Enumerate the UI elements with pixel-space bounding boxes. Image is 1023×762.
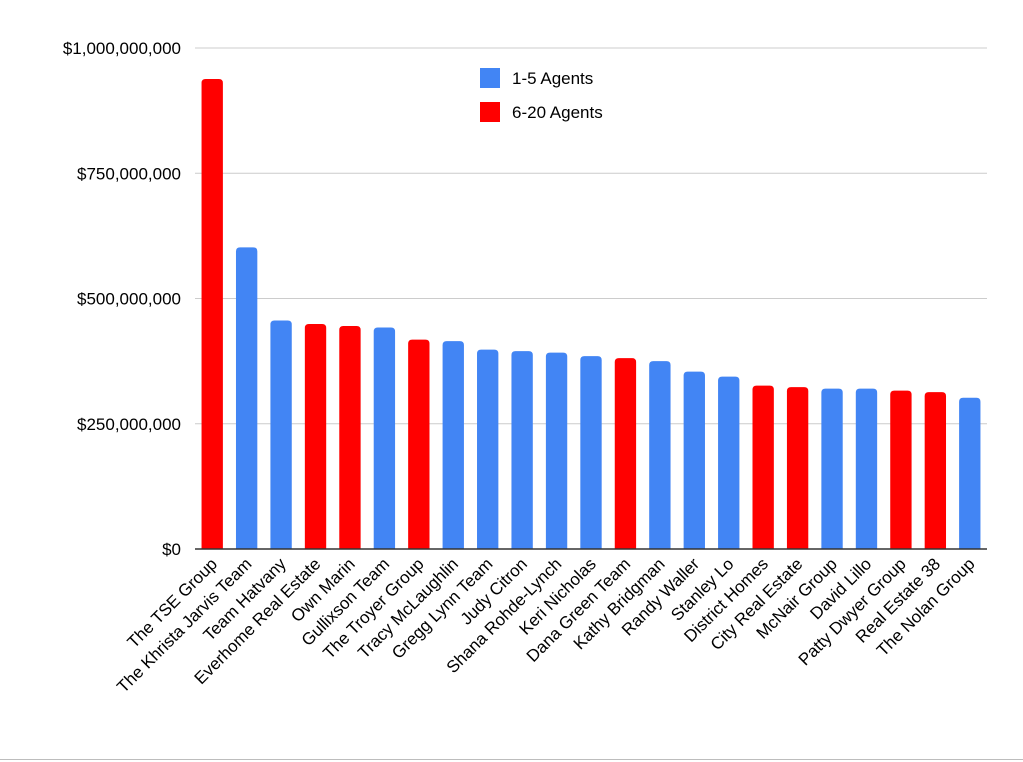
- bar-patty-dwyer-group: [890, 390, 912, 549]
- bar-tracy-mclaughlin: [442, 341, 464, 549]
- bar-the-khrista-jarvis-team: [235, 247, 258, 549]
- legend-label-small: 1-5 Agents: [512, 69, 593, 88]
- legend-swatch-small: [480, 68, 500, 88]
- y-tick-label: $1,000,000,000: [63, 39, 181, 58]
- y-axis-tick-labels: $0 $250,000,000 $500,000,000 $750,000,000 $1…: [63, 39, 181, 559]
- bar-the-nolan-group: [959, 397, 981, 549]
- y-tick-label: $500,000,000: [77, 290, 181, 309]
- bar-stanley-lo: [718, 376, 740, 549]
- bottom-border: [0, 759, 1023, 760]
- y-tick-label: $0: [162, 540, 181, 559]
- bar-kathy-bridgman: [649, 361, 671, 549]
- bar-keri-nicholas: [580, 356, 602, 549]
- bar-the-tse-group: [201, 79, 223, 549]
- bar-judy-citron: [511, 351, 533, 549]
- bars: [201, 79, 981, 549]
- bar-david-lillo: [855, 388, 878, 549]
- bar-mcnair-group: [821, 388, 843, 549]
- bar-city-real-estate: [786, 387, 809, 549]
- bar-randy-waller: [683, 371, 705, 549]
- x-category-label: The Khrista Jarvis Team: [113, 554, 255, 696]
- legend-label-mid: 6-20 Agents: [512, 103, 603, 122]
- bar-the-troyer-group: [408, 339, 430, 549]
- bar-own-marin: [339, 326, 361, 549]
- bar-gullixson-team: [373, 327, 396, 549]
- bar-shana-rohde-lynch: [545, 352, 568, 549]
- y-tick-label: $750,000,000: [77, 164, 181, 183]
- bar-everhome-real-estate: [304, 324, 327, 549]
- bar-gregg-lynn-team: [477, 349, 499, 549]
- legend: 1-5 Agents 6-20 Agents: [480, 68, 603, 122]
- bar-team-hatvany: [270, 320, 292, 549]
- y-tick-label: $250,000,000: [77, 415, 181, 434]
- legend-swatch-mid: [480, 102, 500, 122]
- bar-dana-green-team: [614, 358, 637, 549]
- bar-district-homes: [752, 385, 774, 549]
- bar-real-estate-38: [924, 392, 947, 549]
